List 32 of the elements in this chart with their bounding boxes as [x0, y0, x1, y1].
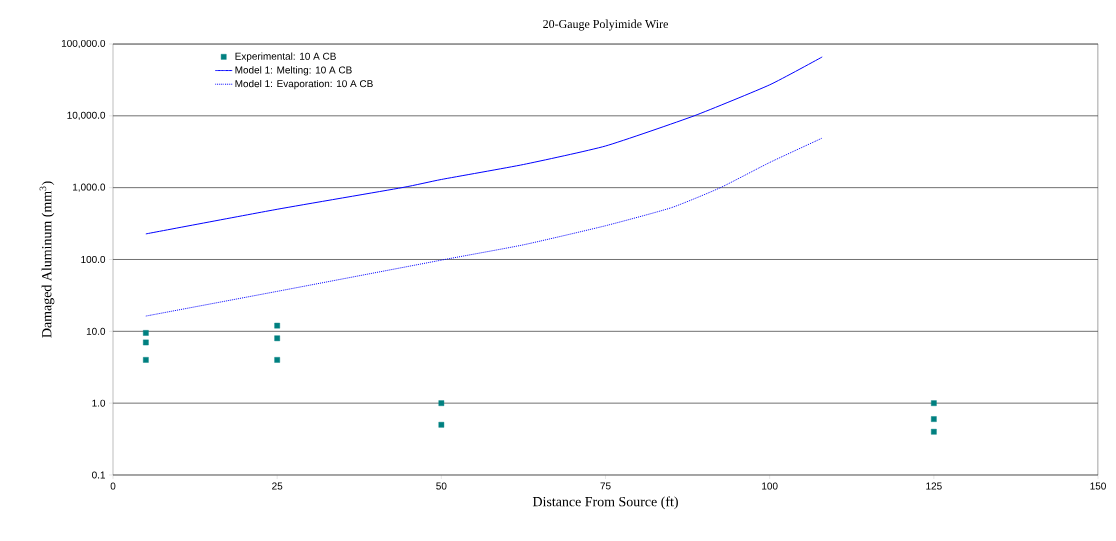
line-series [145, 137, 823, 317]
point [931, 400, 937, 406]
point [143, 330, 149, 336]
legend-label: Model 1: Evaporation: 10 A CB [235, 79, 373, 90]
y-tick-label: 10.0 [86, 327, 106, 335]
point [143, 357, 149, 363]
point [274, 322, 280, 329]
y-tick-label: 100,000.0 [61, 39, 106, 49]
point [274, 335, 280, 342]
y-tick-label: 100.0 [81, 255, 106, 264]
point [931, 416, 937, 422]
chart-title: 20-Gauge Polyimide Wire [543, 19, 668, 31]
y-tick-label: 0.1 [92, 471, 106, 479]
x-tick-label: 0 [110, 482, 116, 490]
point [438, 421, 445, 428]
legend-label: Model 1: Melting: 10 A CB [235, 66, 352, 76]
y-tick-label: 1,000.0 [73, 183, 106, 192]
legend-label: Experimental: 10 A CB [235, 52, 336, 62]
point [143, 339, 149, 346]
y-tick-label: 1.0 [92, 399, 106, 407]
x-tick-label: 150 [1090, 482, 1106, 490]
y-tick-label: 10,000.0 [67, 111, 106, 120]
point [274, 357, 280, 363]
point [438, 400, 445, 406]
x-tick-label: 125 [926, 482, 942, 490]
x-tick-label: 100 [762, 482, 778, 490]
point [931, 428, 937, 435]
x-tick-label: 75 [600, 482, 611, 490]
x-tick-label: 50 [436, 482, 447, 490]
y-axis-title: Damaged Aluminum (mm$^{3}$) [39, 181, 55, 338]
x-tick-label: 25 [272, 482, 283, 490]
x-axis-title: Distance From Source (ft) [532, 496, 678, 510]
